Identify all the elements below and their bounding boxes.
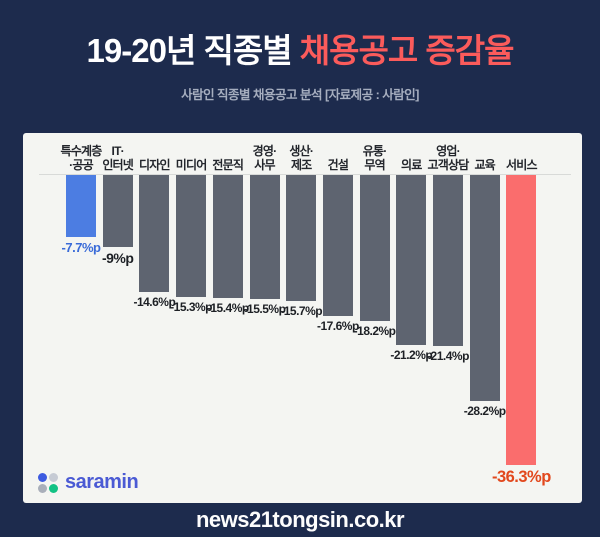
value-label: -36.3%p [491,468,551,486]
bar [139,175,170,292]
value-label: -28.2%p [463,404,506,418]
value-label: -15.7%p [280,304,323,318]
saramin-logo: saramin [38,471,139,494]
value-label: -21.2%p [390,348,433,362]
saramin-logo-text: saramin [65,471,139,493]
bar [359,175,390,321]
value-label: -7.7%p [61,240,101,255]
category-label: IT· 인터넷 [102,144,134,172]
bar [433,175,463,346]
saramin-dots-icon [38,472,58,493]
chart-card: 특수계층 ·공공 -7.7%p IT· 인터넷 -9%p 디자인 -14.6%p 미디어 -15.… [23,133,582,503]
header: 19-20년 직종별 채용공고 증감율 사람인 직종별 채용공고 분석 [자료제… [0,0,600,103]
bar [212,175,243,298]
page-title: 19-20년 직종별 채용공고 증감율 [0,30,600,72]
value-label: -9%p [101,250,134,266]
footer-watermark: news21tongsin.co.kr [195,507,405,532]
bar [286,175,317,301]
chart-baseline [39,174,571,175]
category-label: 서비스 [506,158,538,172]
category-label: 경영· 사무 [252,144,277,172]
category-label: 영업· 고객상담 [427,144,470,172]
category-label: 의료 [401,158,422,172]
bar [469,175,500,401]
category-label: 생산· 제조 [289,144,314,172]
value-label: -18.2%p [353,324,396,338]
category-label: 미디어 [175,158,208,172]
bar [249,175,280,299]
title-plain-text: 19-20년 직종별 [86,32,293,69]
category-label: 디자인 [139,158,171,172]
value-label: -15.5%p [243,302,286,316]
bar [176,175,207,297]
bar [66,175,96,237]
value-label: -17.6%p [316,319,359,333]
bar [322,175,353,316]
value-label: -15.3%p [170,300,213,314]
category-label: 특수계층 ·공공 [60,144,103,172]
category-label: 전문직 [212,158,244,172]
category-label: 교육 [474,158,495,172]
bar [396,175,427,345]
value-label: -14.6%p [133,295,176,309]
bar [102,175,133,247]
category-label: 건설 [327,158,349,172]
title-accent-text: 채용공고 증감율 [299,32,515,69]
bar [506,175,537,465]
value-label: -21.4%p [427,349,469,363]
value-label: -15.4%p [206,301,249,315]
category-label: 유통· 무역 [362,144,387,172]
subtitle: 사람인 직종별 채용공고 분석 [자료제공 : 사람인] [181,88,419,102]
